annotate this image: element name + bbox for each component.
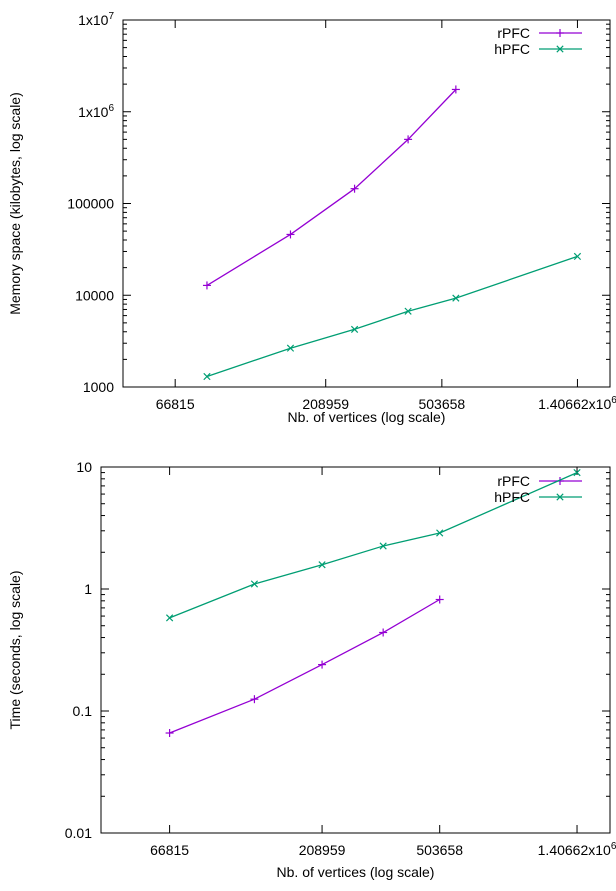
data-point-rpfc xyxy=(435,595,444,604)
data-point-hpfc xyxy=(452,294,460,302)
data-point-hpfc xyxy=(573,468,581,477)
data-point-hpfc xyxy=(436,529,444,537)
series-line-hpfc xyxy=(206,255,578,378)
plot-frame xyxy=(122,19,611,388)
x-tick-label: 1.40662x106 xyxy=(538,841,616,858)
x-tick-label: 1.40662x106 xyxy=(538,395,616,412)
y-tick-label: 1x107 xyxy=(78,11,114,28)
y-tick-label: 10 xyxy=(76,459,92,475)
plot-frame xyxy=(100,466,611,834)
x-axis-title: Nb. of vertices (log scale) xyxy=(277,864,435,880)
y-tick-label: 10000 xyxy=(75,287,114,303)
y-tick-label: 100000 xyxy=(67,196,114,212)
y-tick-label: 1 xyxy=(84,581,92,597)
series-rpfc xyxy=(165,595,444,738)
data-point-hpfc xyxy=(203,372,211,381)
memory-chart: 1000 10000 100000 1x106 1x107 66815 208959 5036… xyxy=(7,11,616,425)
legend-label: hPFC xyxy=(494,489,530,505)
series-hpfc xyxy=(165,468,581,622)
x-tick-label: 208959 xyxy=(302,396,349,412)
data-point-rpfc xyxy=(350,184,359,193)
series-hpfc xyxy=(203,252,582,381)
legend-entry-hpfc: hPFC xyxy=(494,41,582,57)
legend-marker xyxy=(556,45,564,53)
y-tick-label: 0.01 xyxy=(65,825,92,841)
data-point-hpfc xyxy=(286,344,295,352)
x-tick-label: 66815 xyxy=(150,842,189,858)
series-line-rpfc xyxy=(206,89,457,286)
data-point-rpfc xyxy=(286,230,295,239)
data-point-rpfc xyxy=(404,135,413,144)
data-point-hpfc xyxy=(404,307,412,315)
x-tick-label: 503658 xyxy=(416,842,463,858)
legend-label: hPFC xyxy=(494,41,530,57)
y-tick-label: 0.1 xyxy=(73,703,93,719)
legend-entry-rpfc: rPFC xyxy=(497,25,582,41)
time-chart: 0.01 0.1 1 10 66815 208959 503658 1.40662x106 Nb… xyxy=(7,459,616,880)
data-point-rpfc xyxy=(250,695,259,704)
data-point-hpfc xyxy=(165,614,174,622)
data-point-hpfc xyxy=(318,561,326,569)
x-tick-label: 208959 xyxy=(299,842,346,858)
data-point-hpfc xyxy=(379,542,387,550)
y-tick-label: 1000 xyxy=(83,379,114,395)
y-tick-label: 1x106 xyxy=(78,103,114,120)
series-line-hpfc xyxy=(169,472,578,619)
legend-label: rPFC xyxy=(497,25,530,41)
data-point-hpfc xyxy=(350,325,359,333)
data-point-rpfc xyxy=(318,660,327,669)
x-tick-label: 66815 xyxy=(156,396,195,412)
legend-entry-hpfc: hPFC xyxy=(494,489,582,505)
data-point-hpfc xyxy=(250,580,259,588)
data-point-rpfc xyxy=(451,85,460,94)
y-axis-title: Time (seconds, log scale) xyxy=(7,571,23,730)
legend-marker xyxy=(556,29,564,37)
y-axis-title: Memory space (kilobytes, log scale) xyxy=(7,92,23,315)
legend-marker xyxy=(556,493,564,501)
data-point-rpfc xyxy=(379,628,388,637)
data-point-rpfc xyxy=(202,281,211,290)
series-line-rpfc xyxy=(169,598,441,734)
legend-label: rPFC xyxy=(497,473,530,489)
series-rpfc xyxy=(202,85,460,290)
x-axis-title: Nb. of vertices (log scale) xyxy=(288,409,446,425)
data-point-hpfc xyxy=(573,252,582,261)
x-tick-label: 503658 xyxy=(418,396,465,412)
data-point-rpfc xyxy=(165,729,174,738)
